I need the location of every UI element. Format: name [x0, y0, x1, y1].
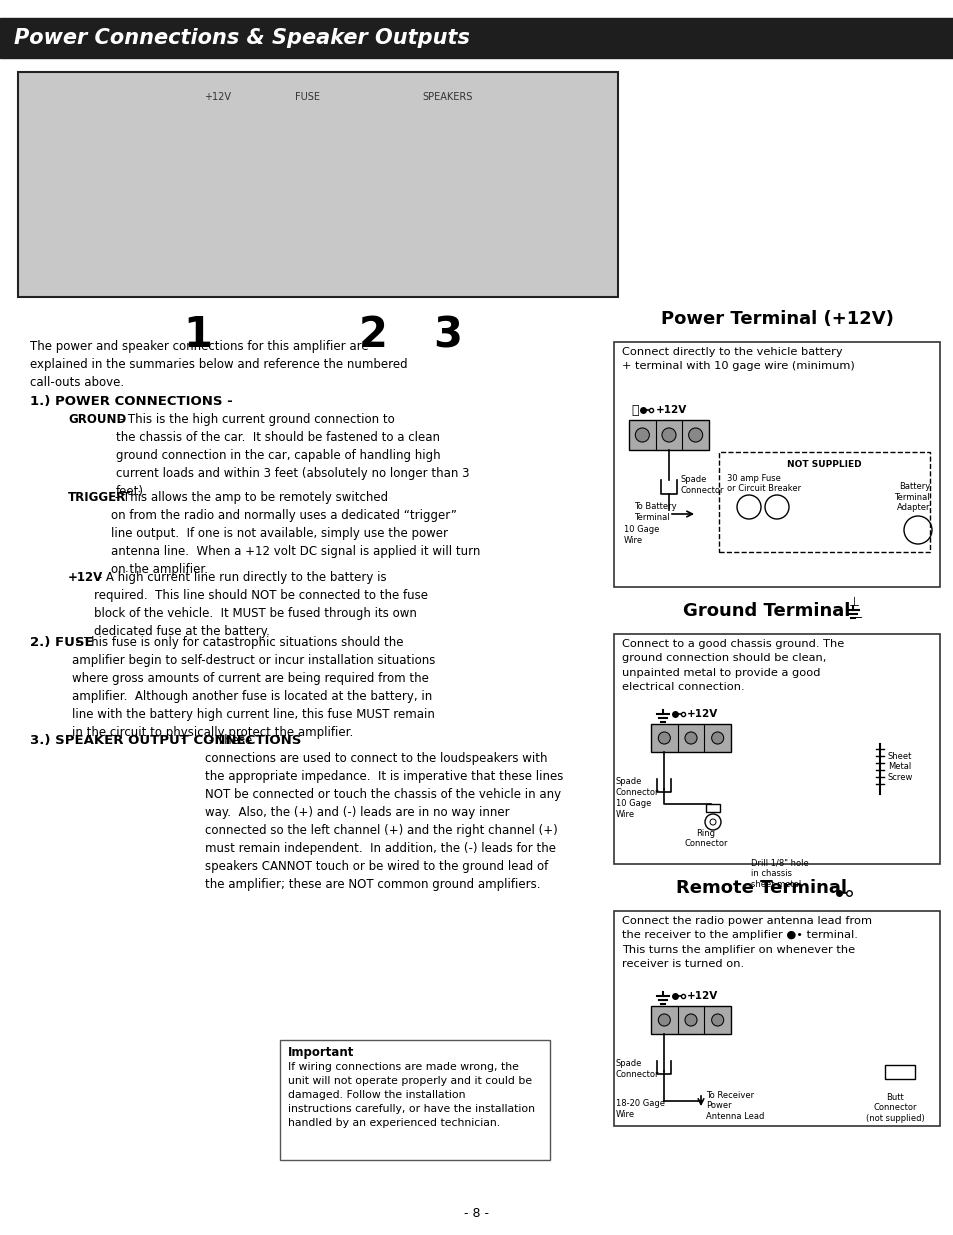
Text: 1.) POWER CONNECTIONS -: 1.) POWER CONNECTIONS - [30, 395, 233, 408]
Text: 2: 2 [358, 314, 387, 356]
Circle shape [688, 429, 702, 442]
Text: TRIGGER: TRIGGER [68, 492, 126, 504]
Circle shape [684, 1014, 697, 1026]
Circle shape [711, 732, 723, 743]
Text: To Battery
Terminal: To Battery Terminal [634, 503, 676, 521]
Text: Remote Terminal: Remote Terminal [676, 879, 846, 897]
Text: 1: 1 [183, 314, 213, 356]
Text: Power Connections & Speaker Outputs: Power Connections & Speaker Outputs [14, 28, 470, 48]
Text: ⏚: ⏚ [630, 404, 638, 416]
Text: Drill 1/8" hole
in chassis
sheet metal: Drill 1/8" hole in chassis sheet metal [750, 860, 808, 889]
Bar [18, 72, 618, 296]
Text: - These
connections are used to connect to the loudspeakers with
the appropriate: - These connections are used to connect … [205, 734, 563, 890]
Text: - This allows the amp to be remotely switched
on from the radio and normally use: - This allows the amp to be remotely swi… [111, 492, 480, 576]
Text: Ground Terminal: Ground Terminal [682, 601, 850, 620]
Text: If wiring connections are made wrong, the
unit will not operate properly and it : If wiring connections are made wrong, th… [288, 1062, 535, 1128]
Text: +12V: +12V [204, 91, 232, 103]
Text: Power Terminal (+12V): Power Terminal (+12V) [659, 310, 893, 329]
Text: To Receiver
Power
Antenna Lead: To Receiver Power Antenna Lead [705, 1091, 763, 1121]
Bar [650, 1007, 730, 1034]
Text: Connect directly to the vehicle battery
+ terminal with 10 gage wire (minimum): Connect directly to the vehicle battery … [621, 347, 854, 372]
Text: 2.) FUSE: 2.) FUSE [30, 636, 93, 650]
Text: 3.) SPEAKER OUTPUT CONNECTIONS: 3.) SPEAKER OUTPUT CONNECTIONS [30, 734, 301, 747]
Text: GROUND: GROUND [68, 412, 126, 426]
Text: Connect the radio power antenna lead from
the receiver to the amplifier ●• termi: Connect the radio power antenna lead fro… [621, 916, 871, 969]
Text: Spade
Connector: Spade Connector [616, 1060, 659, 1078]
Text: Butt
Connector
(not supplied): Butt Connector (not supplied) [864, 1093, 923, 1123]
Bar [0, 19, 953, 58]
Bar [628, 420, 708, 450]
Bar [614, 342, 939, 587]
Circle shape [658, 732, 670, 743]
Text: Connect to a good chassis ground. The
ground connection should be clean,
unpaint: Connect to a good chassis ground. The gr… [621, 638, 843, 692]
Circle shape [658, 1014, 670, 1026]
Circle shape [684, 732, 697, 743]
Text: Important: Important [288, 1046, 354, 1058]
Text: 10 Gage
Wire: 10 Gage Wire [623, 525, 659, 545]
Text: - A high current line run directly to the battery is
required.  This line should: - A high current line run directly to th… [94, 571, 428, 638]
Text: The power and speaker connections for this amplifier are
explained in the summar: The power and speaker connections for th… [30, 340, 407, 389]
Text: - 8 -: - 8 - [464, 1207, 489, 1220]
Text: 30 amp Fuse
or Circuit Breaker: 30 amp Fuse or Circuit Breaker [726, 474, 801, 494]
Text: 18-20 Gage
Wire: 18-20 Gage Wire [616, 1099, 664, 1119]
Text: +12V: +12V [68, 571, 103, 584]
Text: FUSE: FUSE [295, 91, 320, 103]
Text: Spade
Connector: Spade Connector [680, 475, 723, 495]
Circle shape [661, 429, 676, 442]
Bar [614, 911, 939, 1126]
Text: NOT SUPPLIED: NOT SUPPLIED [786, 459, 861, 469]
Text: +12V: +12V [686, 709, 718, 719]
Text: +12V: +12V [656, 405, 686, 415]
Circle shape [711, 1014, 723, 1026]
Text: +12V: +12V [686, 990, 718, 1002]
Bar [650, 724, 730, 752]
Text: Battery
Terminal
Adapter: Battery Terminal Adapter [893, 482, 929, 511]
Bar [614, 634, 939, 864]
Text: Ring
Connector: Ring Connector [683, 829, 727, 848]
Text: 10 Gage
Wire: 10 Gage Wire [616, 799, 651, 819]
Text: - This fuse is only for catastrophic situations should the
amplifier begin to se: - This fuse is only for catastrophic sit… [71, 636, 435, 739]
Text: Sheet
Metal
Screw: Sheet Metal Screw [887, 752, 912, 782]
Bar [719, 452, 929, 552]
Text: - This is the high current ground connection to
the chassis of the car.  It shou: - This is the high current ground connec… [116, 412, 469, 498]
Text: 3: 3 [433, 314, 462, 356]
Text: Spade
Connector: Spade Connector [616, 777, 659, 797]
Text: SPEAKERS: SPEAKERS [422, 91, 473, 103]
Bar [705, 804, 720, 811]
Circle shape [635, 429, 649, 442]
Bar [280, 1040, 550, 1160]
Bar [884, 1065, 914, 1079]
Text: ⊥
—: ⊥ — [848, 597, 861, 624]
